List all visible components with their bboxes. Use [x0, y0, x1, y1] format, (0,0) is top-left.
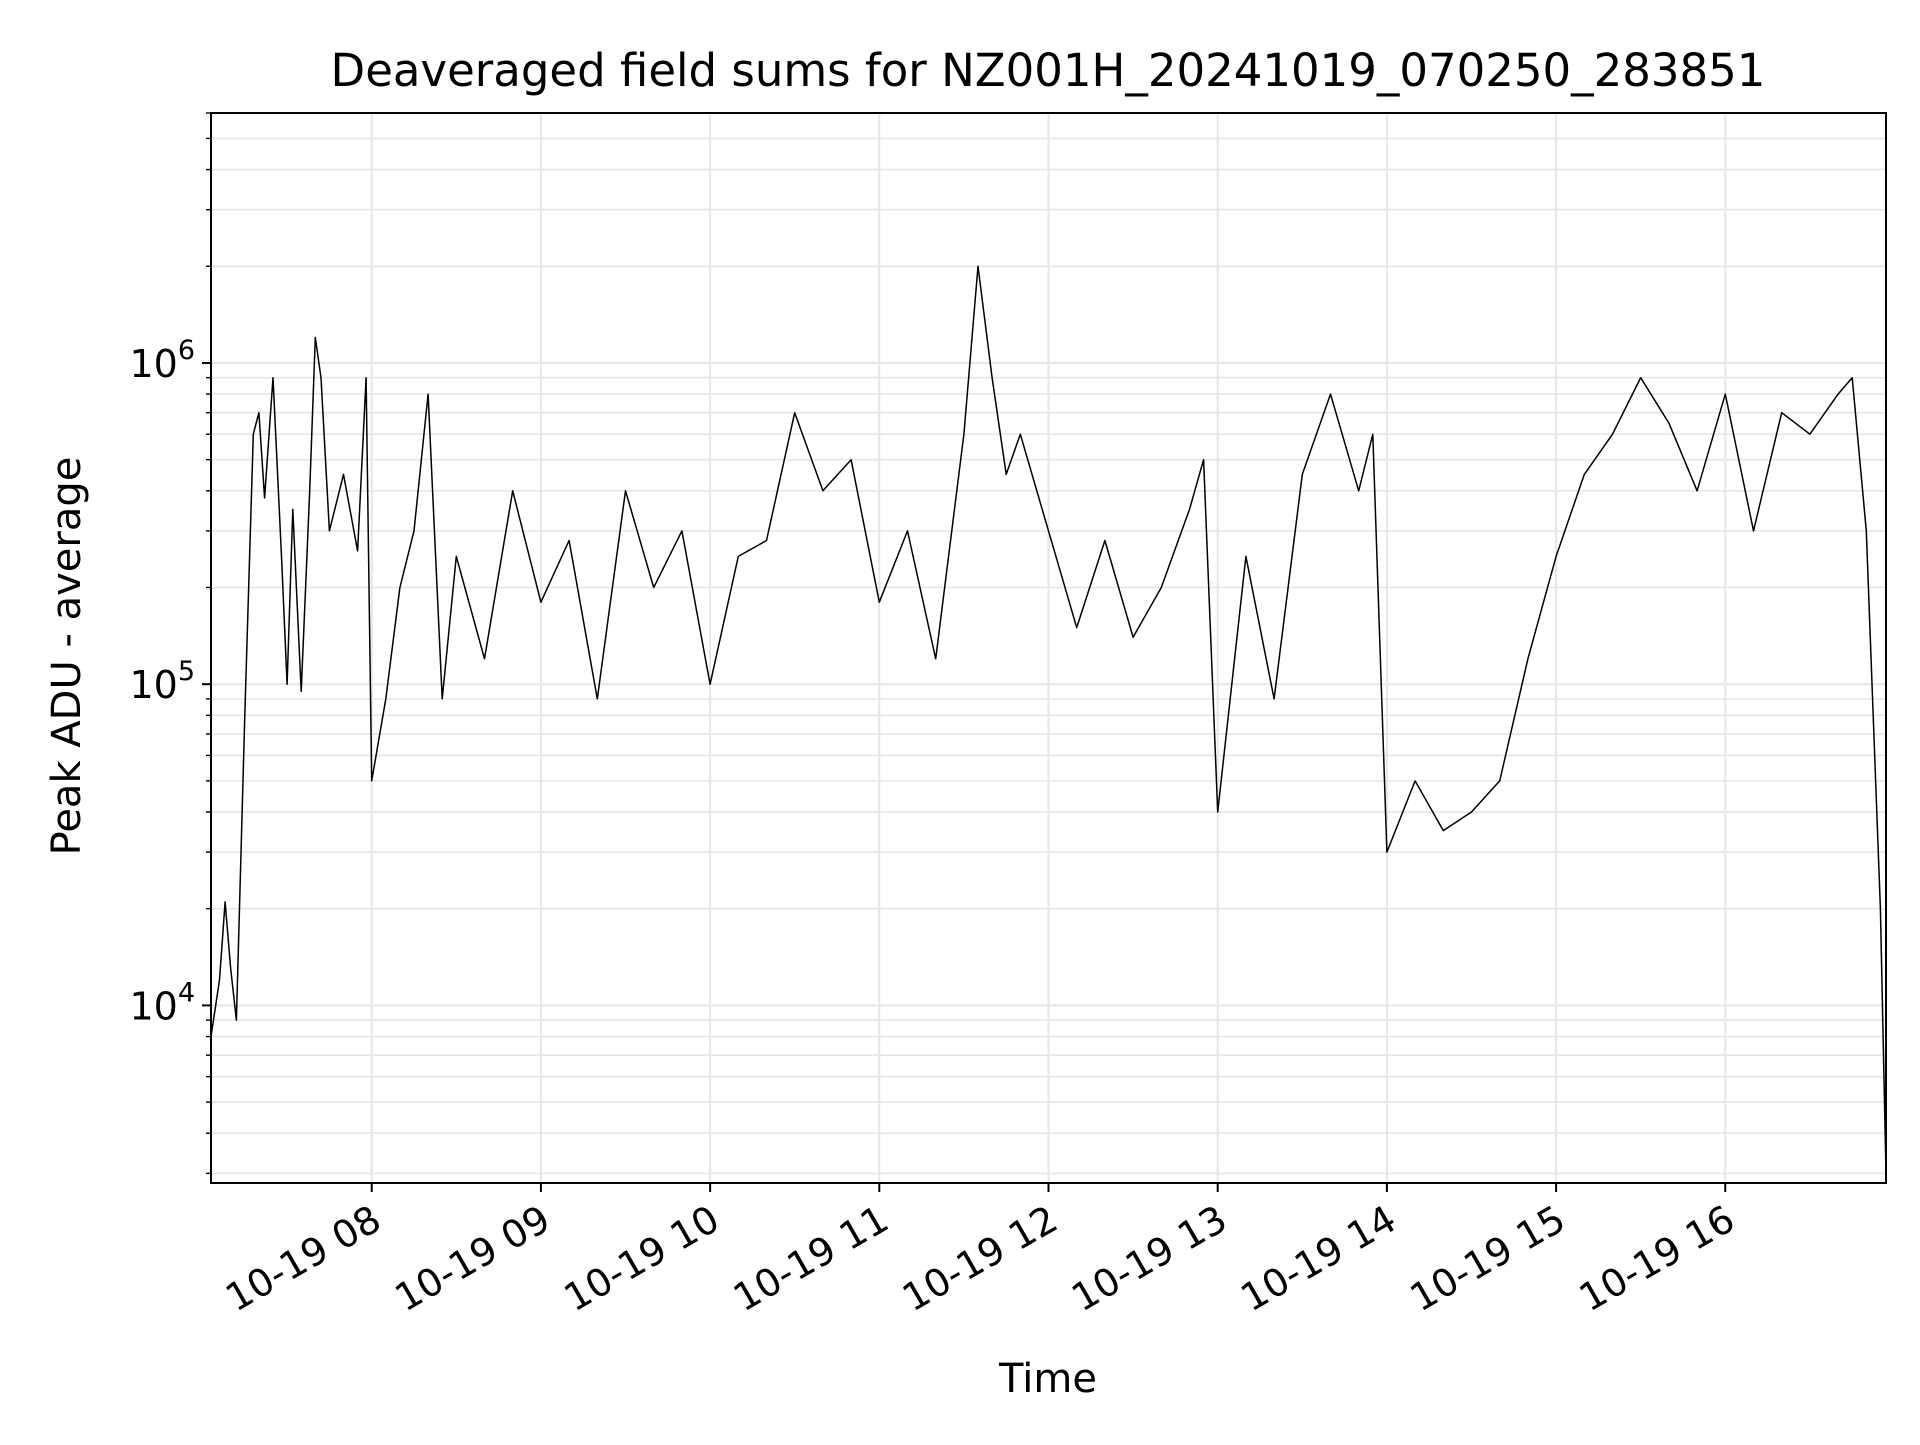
series-line — [210, 265, 1887, 1174]
y-tick-label: 105 — [129, 656, 195, 707]
grid-layer — [211, 112, 1886, 1183]
chart-title: Deaveraged field sums for NZ001H_2024101… — [331, 44, 1766, 97]
series-layer — [210, 265, 1887, 1174]
y-axis-label: Peak ADU - average — [44, 457, 90, 856]
x-axis-label: Time — [998, 1356, 1097, 1402]
y-tick-label: 106 — [129, 335, 195, 386]
y-tick-label: 104 — [129, 977, 195, 1028]
